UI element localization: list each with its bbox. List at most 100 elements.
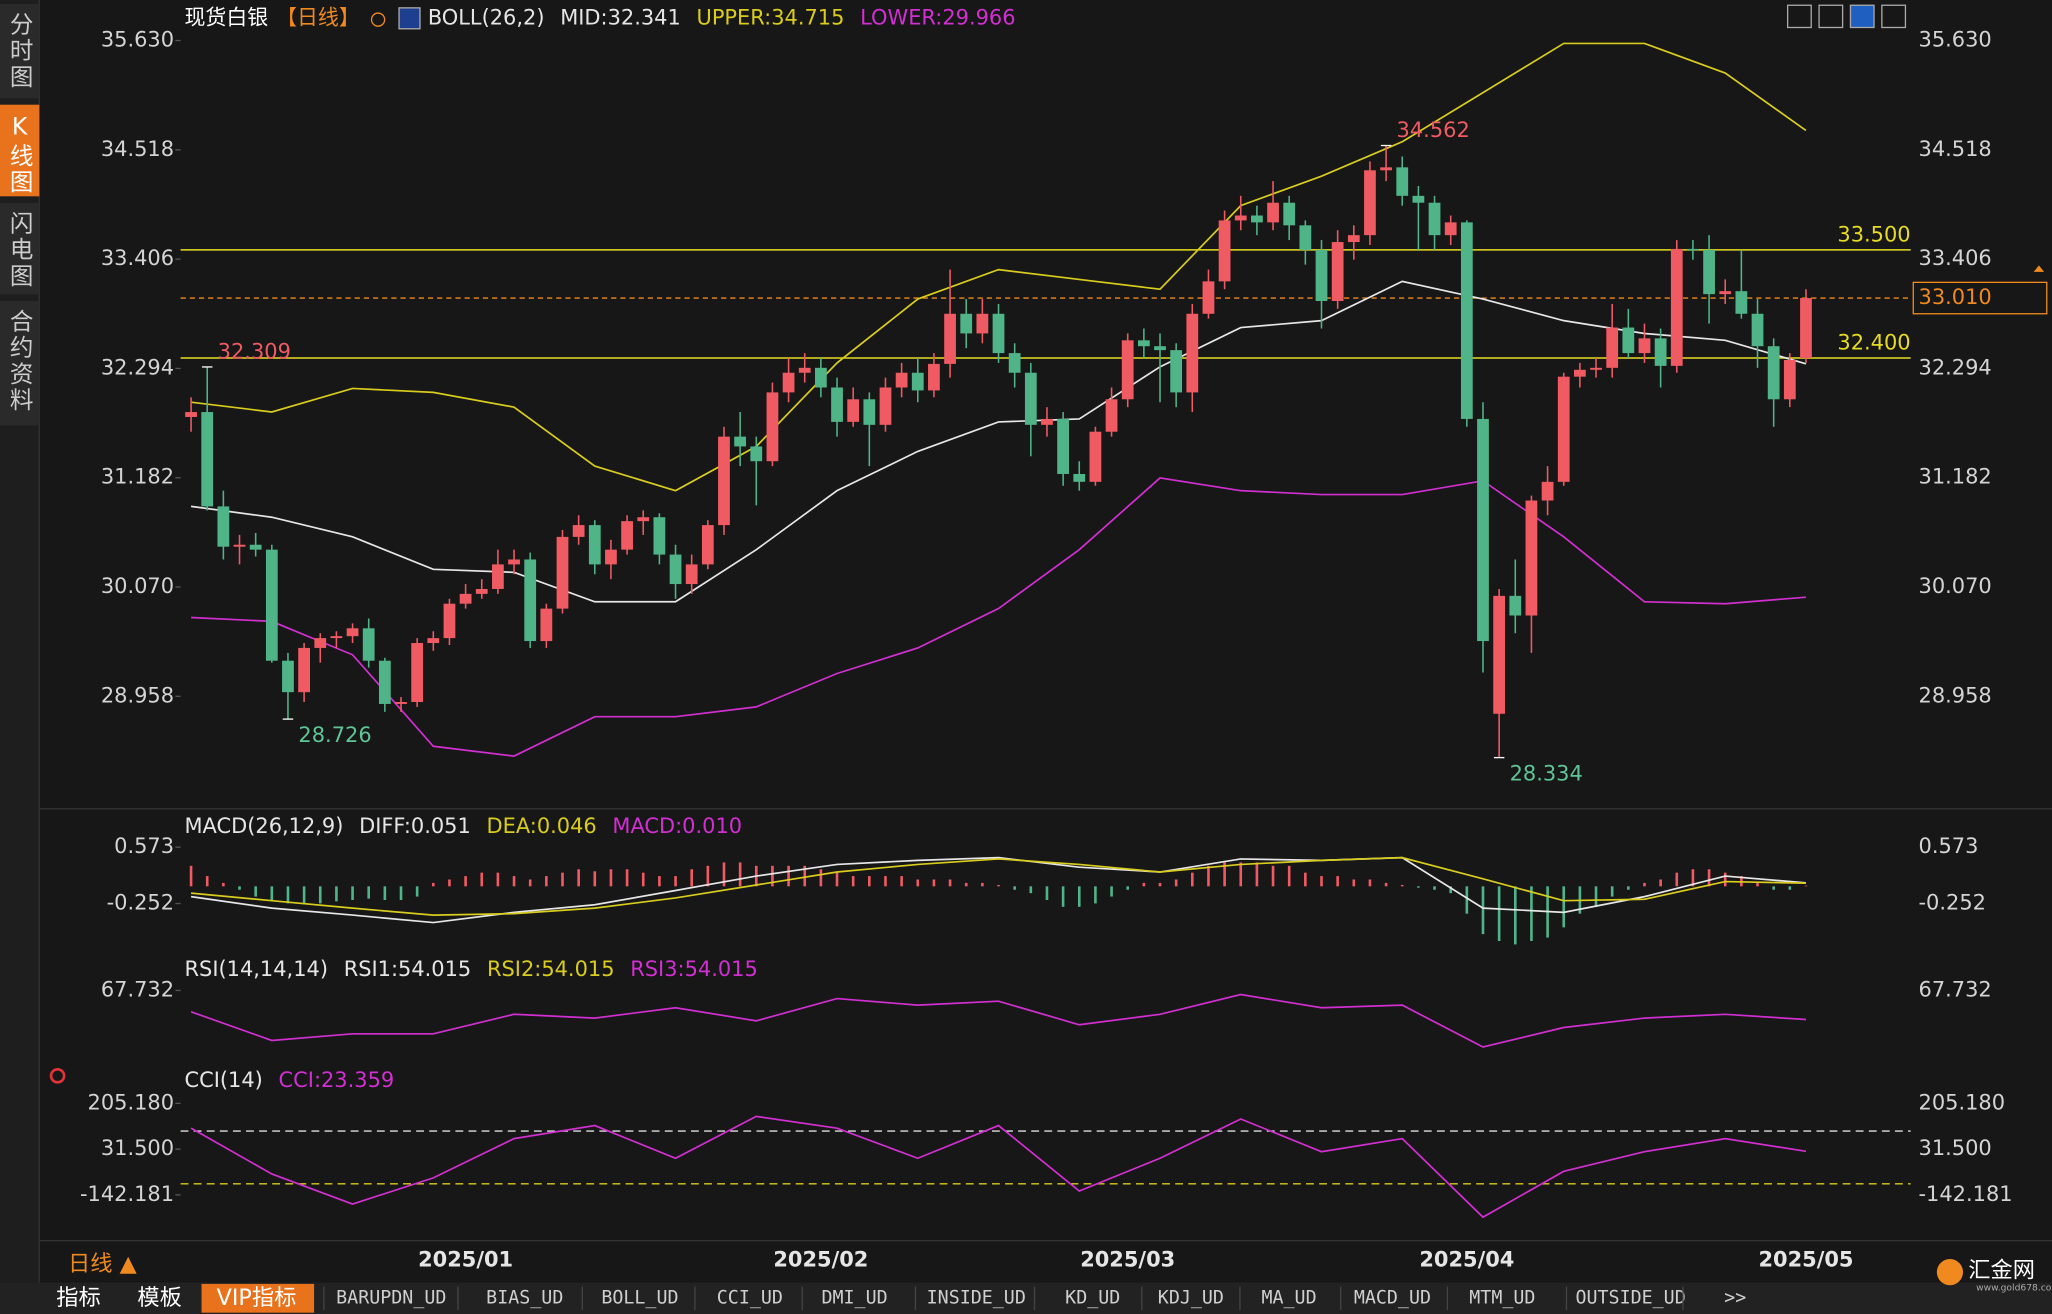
- tab[interactable]: MA_UD: [1261, 1287, 1316, 1308]
- tab[interactable]: MACD_UD: [1354, 1287, 1431, 1308]
- y-tick-label: 205.180: [88, 1090, 175, 1114]
- candle-body: [217, 506, 230, 547]
- toolbar-button[interactable]: [1881, 4, 1907, 29]
- toolbar-button[interactable]: [1849, 4, 1875, 29]
- candle-body: [685, 564, 698, 585]
- tab[interactable]: BOLL_UD: [601, 1287, 678, 1308]
- sidebar-tab[interactable]: [0, 301, 40, 426]
- candle-body: [1121, 340, 1134, 400]
- y-tick-label-right: 34.518: [1919, 137, 1992, 161]
- candle-body: [1606, 327, 1619, 368]
- tab[interactable]: BARUPDN_UD: [336, 1287, 446, 1308]
- extreme-label: 28.334: [1510, 762, 1583, 786]
- y-tick-label-right: -0.252: [1919, 891, 1986, 915]
- y-tick-label: 67.732: [101, 977, 174, 1001]
- tab[interactable]: KDJ_UD: [1158, 1287, 1224, 1308]
- tab[interactable]: KD_UD: [1065, 1287, 1120, 1308]
- tab[interactable]: BIAS_UD: [486, 1287, 563, 1308]
- alert-icon[interactable]: [49, 1067, 66, 1084]
- candle-body: [734, 436, 747, 447]
- candle-body: [863, 399, 876, 425]
- candle-body: [233, 544, 246, 547]
- candle-body: [1089, 431, 1102, 482]
- candle-body: [1767, 346, 1780, 400]
- indicator-legend: BOLL(26,2): [428, 5, 545, 29]
- sidebar-tab[interactable]: [0, 3, 40, 99]
- candle-body: [459, 593, 472, 604]
- candle-body: [314, 638, 327, 648]
- indicator-legend: MID:32.341: [560, 5, 681, 29]
- sidebar-tab[interactable]: [0, 202, 40, 295]
- extreme-label: 28.726: [298, 723, 371, 747]
- candle-body: [378, 660, 391, 704]
- candle-body: [1509, 595, 1522, 616]
- settings-icon[interactable]: [370, 12, 386, 27]
- tab[interactable]: VIP指标: [217, 1285, 297, 1311]
- candle-body: [1638, 338, 1651, 354]
- indicator-line: [190, 280, 1807, 603]
- candle-body: [1444, 222, 1457, 236]
- period-selector[interactable]: 日线 ▲: [68, 1251, 138, 1277]
- y-tick-label-right: 35.630: [1919, 28, 1992, 52]
- candle-body: [1719, 291, 1732, 295]
- indicator-line: [190, 993, 1807, 1048]
- candle-body: [443, 603, 456, 639]
- sidebar-tab-label: 分时图: [6, 12, 34, 91]
- candle-body: [1347, 235, 1360, 243]
- candle-body: [701, 525, 714, 565]
- candle-body: [1105, 399, 1118, 432]
- candle-body: [249, 544, 262, 550]
- y-tick-label: 35.630: [101, 28, 174, 52]
- toolbar-button[interactable]: [1818, 4, 1844, 29]
- candle-body: [1057, 418, 1070, 474]
- candle-body: [411, 643, 424, 702]
- candle-body: [1364, 170, 1376, 236]
- tab[interactable]: DMI_UD: [821, 1287, 887, 1308]
- candle-body: [750, 446, 763, 462]
- tab[interactable]: MTM_UD: [1469, 1287, 1535, 1308]
- x-tick-label: 2025/03: [1080, 1247, 1175, 1271]
- indicator-legend: RSI3:54.015: [630, 957, 758, 981]
- candle-body: [637, 517, 650, 522]
- indicator-icon[interactable]: [398, 7, 421, 30]
- candle-body: [265, 549, 278, 661]
- candle-body: [427, 638, 440, 644]
- toolbar-button[interactable]: [1786, 4, 1812, 29]
- indicator-legend: RSI2:54.015: [487, 957, 615, 981]
- tab[interactable]: 模板: [137, 1285, 181, 1311]
- sidebar-tab-label: K线图: [6, 113, 34, 196]
- candle-body: [1783, 359, 1796, 400]
- candle-body: [1670, 248, 1683, 366]
- y-tick-label: 32.294: [101, 355, 174, 379]
- candle-body: [1380, 167, 1392, 171]
- tab[interactable]: >>: [1724, 1287, 1746, 1308]
- last-price-box: [1912, 281, 2048, 315]
- indicator-legend: RSI(14,14,14): [185, 957, 328, 981]
- price-line-label: 33.500: [1837, 222, 1910, 246]
- indicator-line: [190, 856, 1807, 924]
- logo-icon: [1936, 1259, 1964, 1286]
- indicator-legend: RSI1:54.015: [344, 957, 472, 981]
- toolbar: [1786, 4, 1907, 29]
- candle-body: [831, 387, 843, 422]
- candle-body: [1800, 298, 1812, 359]
- candle-body: [1331, 242, 1344, 301]
- extreme-label: 32.309: [218, 340, 291, 364]
- tab[interactable]: CCI_UD: [717, 1287, 783, 1308]
- sidebar-tab[interactable]: [0, 104, 40, 197]
- candle-body: [1137, 340, 1150, 347]
- tab[interactable]: INSIDE_UD: [927, 1287, 1026, 1308]
- tab[interactable]: 指标: [56, 1285, 100, 1311]
- candle-body: [1299, 225, 1312, 250]
- candle-body: [1525, 500, 1538, 616]
- candle-body: [1396, 167, 1409, 196]
- indicator-legend: LOWER:29.966: [860, 5, 1015, 29]
- x-tick-label: 2025/02: [773, 1247, 868, 1271]
- candle-body: [524, 559, 537, 642]
- candle-body: [1541, 481, 1554, 501]
- last-price-label: 33.010: [1919, 285, 1992, 309]
- tab[interactable]: OUTSIDE_UD: [1575, 1287, 1685, 1308]
- y-tick-label: 0.573: [114, 834, 174, 858]
